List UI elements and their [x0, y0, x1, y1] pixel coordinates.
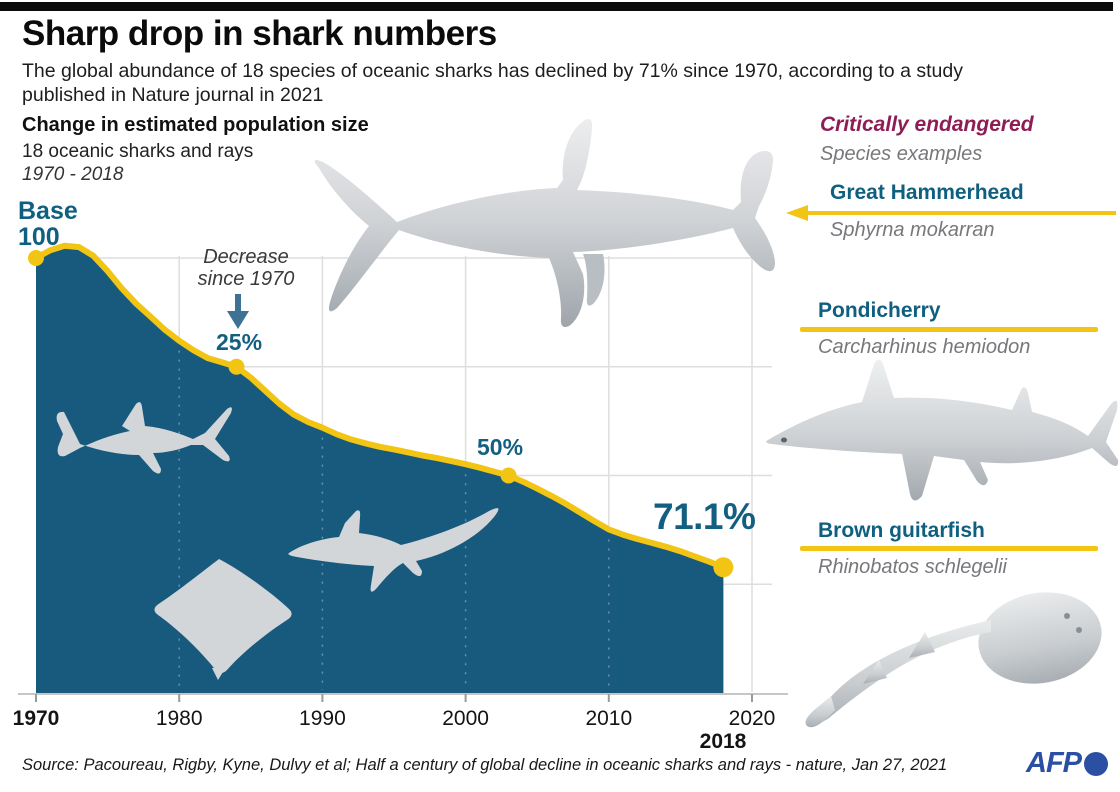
- species-pointer-arrow-icon: [786, 205, 1116, 221]
- underline-brown-guitarfish: [800, 546, 1098, 551]
- top-bar: [0, 2, 1113, 11]
- chart-subheading: 18 oceanic sharks and rays: [22, 141, 254, 162]
- annotation-25pct: 25%: [216, 329, 263, 355]
- subtitle: The global abundance of 18 species of oc…: [22, 60, 963, 106]
- species-examples-label: Species examples: [820, 143, 983, 165]
- annotation-final-pct: 71.1%: [653, 496, 756, 537]
- manta-ray-silhouette-icon: [154, 559, 292, 680]
- chart-period: 1970 - 2018: [22, 164, 124, 185]
- svg-text:1990: 1990: [299, 707, 346, 730]
- decrease-note: Decrease since 1970: [197, 246, 295, 291]
- page-title: Sharp drop in shark numbers: [22, 14, 497, 53]
- chart-heading: Change in estimated population size: [22, 114, 369, 136]
- species-name-pondicherry: Pondicherry: [818, 299, 941, 322]
- species-name-brown-guitarfish: Brown guitarfish: [818, 519, 985, 542]
- source-credit: Source: Pacoureau, Rigby, Kyne, Dulvy et…: [22, 756, 948, 774]
- svg-text:2000: 2000: [442, 707, 489, 730]
- underline-pondicherry: [800, 327, 1098, 332]
- status-label: Critically endangered: [820, 113, 1034, 136]
- thresher-shark-silhouette-icon: [288, 508, 499, 592]
- guitarfish-silhouette-icon: [805, 592, 1102, 728]
- baseline-label: Base 100: [18, 197, 78, 251]
- hammerhead-silhouette-icon: [56, 402, 232, 474]
- annotation-50pct: 50%: [477, 434, 524, 460]
- svg-text:2010: 2010: [585, 707, 632, 730]
- svg-text:1980: 1980: [156, 707, 203, 730]
- species-latin-pondicherry: Carcharhinus hemiodon: [818, 336, 1031, 358]
- pondicherry-shark-silhouette-icon: [766, 359, 1119, 501]
- end-year-label: 2018: [699, 730, 747, 753]
- afp-logo-dot-icon: [1084, 751, 1108, 776]
- species-name-great-hammerhead: Great Hammerhead: [830, 181, 1024, 204]
- afp-logo: AFP: [1026, 747, 1108, 780]
- svg-text:2020: 2020: [729, 707, 776, 730]
- great-hammerhead-silhouette-icon: [314, 119, 775, 327]
- svg-text:1970: 1970: [13, 707, 60, 730]
- decrease-arrow-icon: [227, 294, 249, 329]
- species-latin-brown-guitarfish: Rhinobatos schlegelii: [818, 556, 1008, 578]
- afp-logo-text: AFP: [1026, 747, 1082, 779]
- species-latin-great-hammerhead: Sphyrna mokarran: [830, 219, 995, 241]
